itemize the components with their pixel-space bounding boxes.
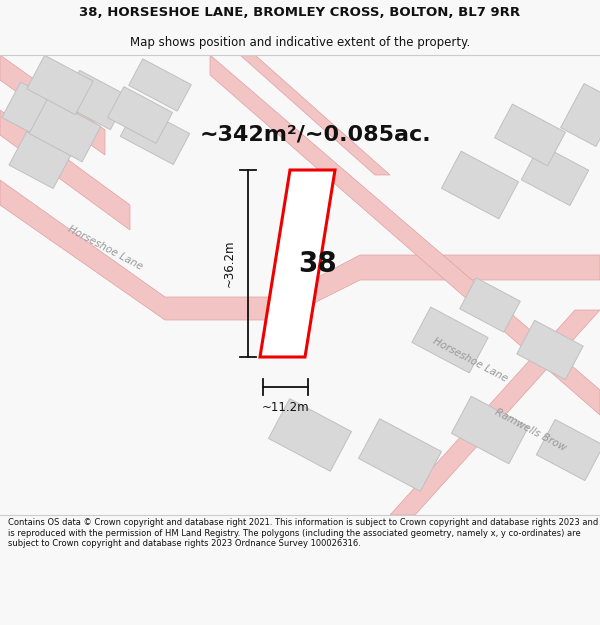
Polygon shape (120, 106, 190, 164)
Text: Contains OS data © Crown copyright and database right 2021. This information is : Contains OS data © Crown copyright and d… (8, 518, 598, 548)
Text: ~342m²/~0.085ac.: ~342m²/~0.085ac. (200, 125, 431, 145)
Polygon shape (210, 55, 600, 415)
Polygon shape (2, 82, 78, 148)
Polygon shape (560, 84, 600, 146)
Polygon shape (0, 110, 130, 230)
Polygon shape (460, 278, 520, 332)
Polygon shape (412, 307, 488, 373)
Polygon shape (0, 55, 105, 155)
Text: ~36.2m: ~36.2m (223, 240, 236, 288)
Polygon shape (240, 55, 390, 175)
Polygon shape (442, 151, 518, 219)
Polygon shape (27, 56, 93, 114)
Polygon shape (107, 87, 172, 143)
Polygon shape (494, 104, 565, 166)
Polygon shape (521, 144, 589, 206)
Text: 38, HORSESHOE LANE, BROMLEY CROSS, BOLTON, BL7 9RR: 38, HORSESHOE LANE, BROMLEY CROSS, BOLTO… (79, 6, 521, 19)
Polygon shape (29, 98, 101, 162)
Polygon shape (0, 180, 600, 320)
Text: 38: 38 (298, 249, 337, 278)
Text: Map shows position and indicative extent of the property.: Map shows position and indicative extent… (130, 36, 470, 49)
Polygon shape (536, 419, 600, 481)
Polygon shape (359, 419, 442, 491)
Polygon shape (128, 59, 191, 111)
Polygon shape (260, 170, 335, 357)
Text: Ramwells Brow: Ramwells Brow (493, 407, 568, 453)
Polygon shape (62, 71, 128, 129)
Polygon shape (269, 399, 352, 471)
Polygon shape (517, 321, 583, 379)
Polygon shape (390, 310, 600, 515)
Text: Horseshoe Lane: Horseshoe Lane (431, 336, 509, 384)
Polygon shape (451, 396, 529, 464)
Polygon shape (9, 131, 71, 189)
Text: ~11.2m: ~11.2m (262, 401, 310, 414)
Text: Horseshoe Lane: Horseshoe Lane (66, 224, 144, 272)
